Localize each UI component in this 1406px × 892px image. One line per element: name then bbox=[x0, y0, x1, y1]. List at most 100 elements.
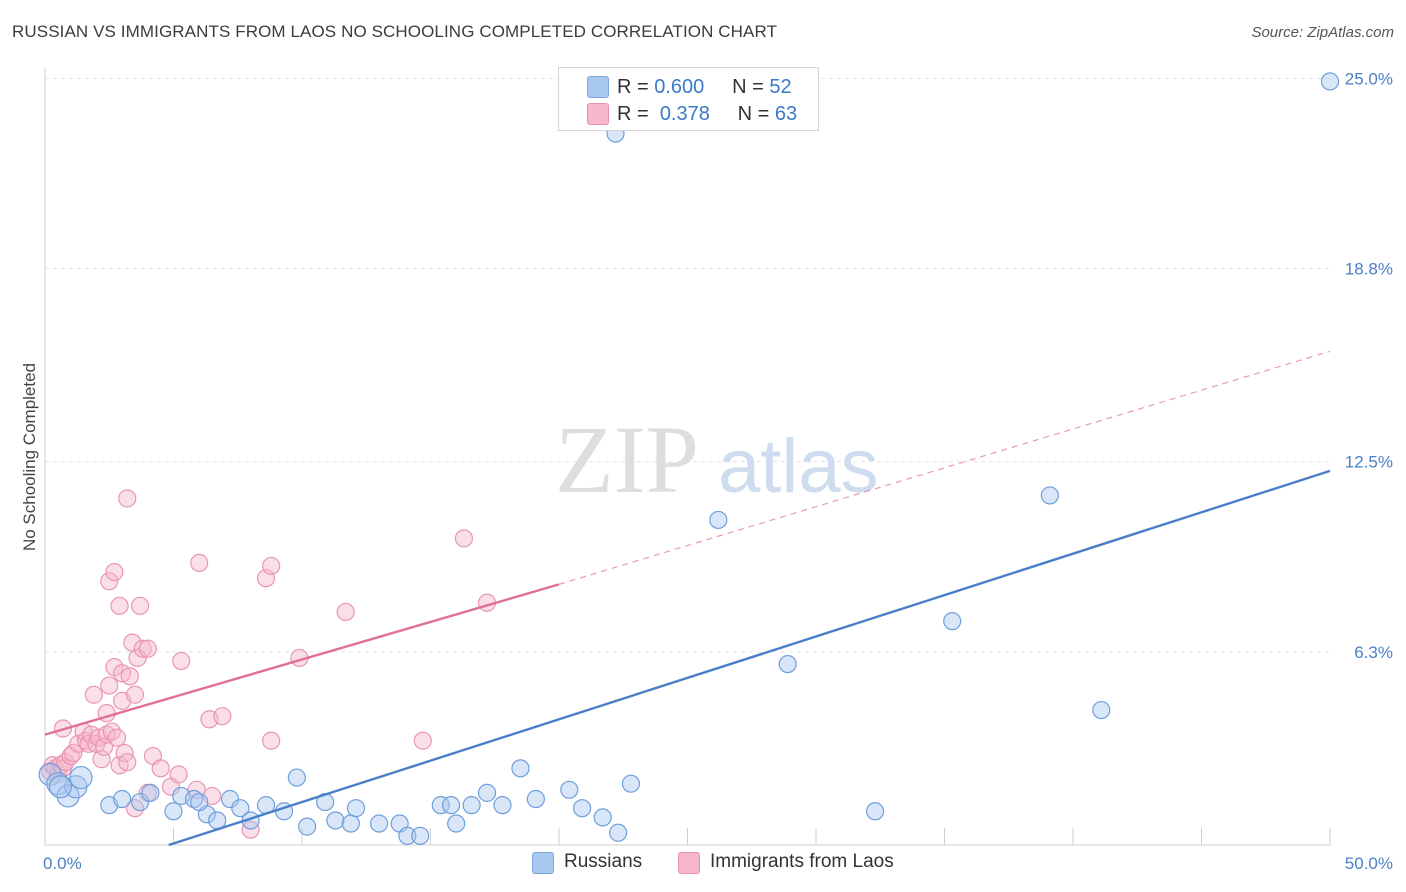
x-tick-label-0: 0.0% bbox=[43, 854, 82, 873]
laos-point-29 bbox=[120, 667, 139, 686]
laos-point-55 bbox=[151, 759, 170, 778]
axes bbox=[44, 68, 1331, 846]
russians-point-24 bbox=[346, 799, 366, 818]
russians-point-36 bbox=[526, 789, 545, 809]
laos-point-34 bbox=[128, 648, 147, 668]
laos-point-40 bbox=[110, 596, 129, 615]
bottom-legend-swatch-laos bbox=[678, 852, 700, 874]
russians-point-51 bbox=[190, 792, 209, 812]
russians-point-15 bbox=[231, 799, 250, 818]
russians-point-49 bbox=[1320, 72, 1340, 91]
watermark-zip: ZIP bbox=[555, 406, 699, 513]
russians-point-6 bbox=[112, 789, 132, 809]
chart-title: RUSSIAN VS IMMIGRANTS FROM LAOS NO SCHOO… bbox=[12, 22, 778, 41]
russians-point-19 bbox=[287, 768, 306, 787]
legend-swatch-laos bbox=[587, 103, 609, 125]
russians-point-20 bbox=[298, 817, 317, 836]
laos-point-35 bbox=[133, 639, 152, 658]
legend-r-value-laos: 0.378 bbox=[659, 102, 710, 125]
laos-point-8 bbox=[64, 743, 83, 763]
y-tick-labels: 6.3% 12.5% 18.8% 25.0% bbox=[1345, 69, 1393, 661]
legend-r-label: R = bbox=[617, 102, 649, 125]
grid-lines bbox=[45, 77, 1330, 653]
russians-point-43 bbox=[709, 510, 728, 530]
russians-point-50 bbox=[48, 775, 73, 799]
russians-point-22 bbox=[326, 811, 345, 830]
russians-point-39 bbox=[593, 808, 612, 827]
source-label: Source: ZipAtlas.com bbox=[1251, 24, 1394, 41]
trend-lines bbox=[44, 350, 1331, 847]
y-tick-label-3: 25.0% bbox=[1345, 69, 1393, 88]
russians-point-44 bbox=[778, 654, 797, 674]
bottom-legend-label-russians: Russians bbox=[564, 851, 643, 872]
laos-point-57 bbox=[169, 765, 188, 784]
laos-point-52 bbox=[262, 731, 281, 750]
laos-point-32 bbox=[125, 685, 145, 704]
laos-point-42 bbox=[118, 489, 137, 508]
legend-r-value-russians: 0.600 bbox=[654, 75, 705, 98]
russians-point-1 bbox=[46, 772, 70, 796]
trend-line-russians bbox=[168, 469, 1331, 847]
series-russians-points bbox=[38, 72, 1340, 845]
laos-point-51 bbox=[213, 707, 232, 726]
laos-point-39 bbox=[105, 562, 124, 582]
laos-point-46 bbox=[336, 602, 355, 622]
y-axis-label: No Schooling Completed bbox=[20, 363, 39, 551]
russians-point-31 bbox=[447, 814, 466, 833]
laos-point-41 bbox=[130, 596, 150, 615]
russians-point-46 bbox=[943, 612, 962, 631]
laos-point-60 bbox=[241, 820, 260, 839]
russians-point-41 bbox=[621, 774, 641, 793]
series-laos-points bbox=[41, 489, 497, 839]
russians-point-8 bbox=[141, 783, 160, 802]
russians-point-35 bbox=[511, 759, 530, 778]
laos-point-26 bbox=[100, 676, 119, 695]
russians-point-2 bbox=[56, 784, 80, 808]
bottom-legend-label-laos: Immigrants from Laos bbox=[710, 851, 894, 872]
laos-point-45 bbox=[262, 556, 281, 576]
laos-point-36 bbox=[138, 639, 157, 658]
russians-point-47 bbox=[1040, 486, 1059, 505]
laos-point-53 bbox=[413, 731, 432, 750]
watermark-atlas: atlas bbox=[718, 424, 879, 509]
russians-point-40 bbox=[609, 823, 628, 842]
legend-n-label: N = bbox=[737, 102, 770, 125]
trend-line-laos-dashed bbox=[558, 350, 1331, 585]
laos-point-37 bbox=[172, 651, 191, 671]
russians-point-9 bbox=[164, 802, 183, 821]
x-tick-labels: 0.0% 50.0% bbox=[43, 854, 1393, 873]
y-tick-label-1: 12.5% bbox=[1345, 453, 1393, 472]
laos-point-23 bbox=[118, 753, 137, 772]
laos-point-4 bbox=[51, 756, 70, 775]
russians-point-28 bbox=[411, 826, 430, 845]
russians-point-23 bbox=[341, 814, 360, 833]
russians-point-33 bbox=[477, 783, 497, 802]
russians-point-30 bbox=[441, 796, 461, 815]
y-tick-label-0: 6.3% bbox=[1354, 643, 1393, 662]
laos-point-18 bbox=[97, 725, 116, 744]
russians-point-7 bbox=[130, 792, 150, 812]
laos-point-25 bbox=[84, 685, 103, 704]
russians-point-32 bbox=[462, 796, 481, 815]
watermark: ZIP atlas bbox=[555, 406, 879, 513]
legend-n-label: N = bbox=[732, 75, 764, 98]
legend-swatch-russians bbox=[587, 76, 609, 98]
laos-point-47 bbox=[454, 529, 474, 548]
russians-point-4 bbox=[69, 765, 93, 790]
legend-r-label: R = bbox=[617, 75, 649, 98]
x-tick-label-1: 50.0% bbox=[1345, 854, 1393, 873]
russians-point-38 bbox=[573, 799, 592, 818]
russians-point-25 bbox=[370, 814, 389, 833]
russians-point-45 bbox=[866, 802, 885, 821]
russians-point-34 bbox=[493, 796, 512, 815]
bottom-legend-swatch-russians bbox=[532, 852, 554, 874]
russians-point-0 bbox=[38, 762, 62, 787]
russians-point-29 bbox=[431, 796, 450, 815]
russians-point-14 bbox=[220, 789, 240, 809]
y-tick-label-2: 18.8% bbox=[1345, 260, 1393, 279]
russians-point-27 bbox=[398, 826, 417, 845]
laos-point-20 bbox=[107, 728, 127, 747]
laos-point-38 bbox=[100, 572, 119, 591]
russians-point-48 bbox=[1092, 700, 1111, 720]
